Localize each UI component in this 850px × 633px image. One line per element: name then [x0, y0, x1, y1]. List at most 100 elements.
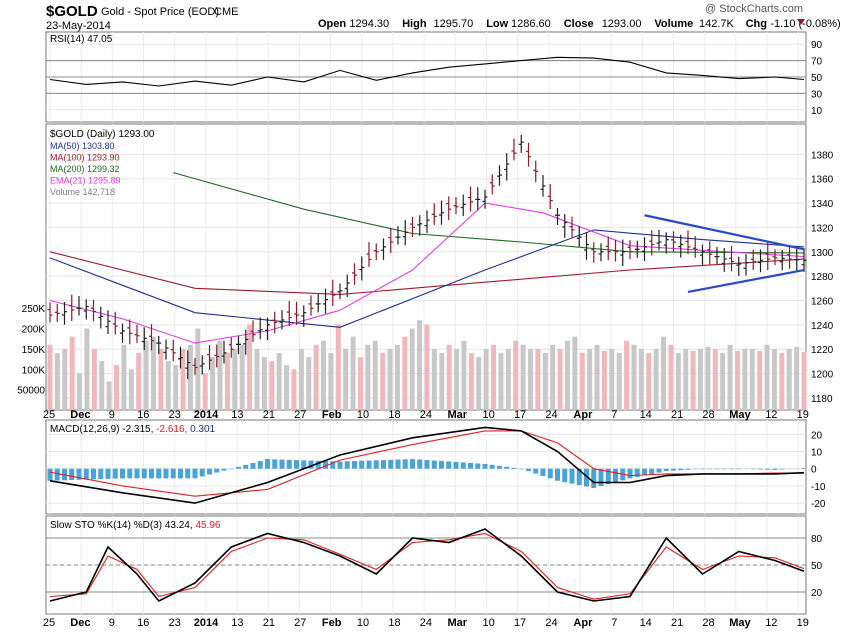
- price-bar: [330, 279, 336, 307]
- quote-label: Close: [564, 18, 594, 30]
- volume-bar: [609, 348, 615, 410]
- volume-bar: [461, 340, 467, 410]
- volume-bar: [173, 365, 179, 410]
- price-bar: [134, 324, 140, 344]
- macd-histogram-bar: [678, 468, 684, 471]
- volume-bar: [468, 352, 474, 410]
- price-bar: [475, 187, 481, 211]
- macd-histogram-bar: [721, 468, 727, 470]
- volume-bar: [498, 352, 504, 410]
- sto-title-part: 45.96: [195, 520, 220, 531]
- x-tick-label: 10: [483, 617, 495, 629]
- volume-bar: [439, 352, 445, 410]
- macd-histogram-bar: [228, 468, 234, 470]
- macd-histogram-bar: [395, 459, 401, 469]
- volume-bar: [572, 336, 578, 410]
- macd-histogram-bar: [185, 468, 191, 479]
- volume-bar: [601, 350, 607, 410]
- price-bar: [758, 249, 763, 273]
- volume-bar: [402, 336, 408, 410]
- macd-histogram-bar: [250, 462, 256, 469]
- volume-bar: [424, 324, 430, 410]
- x-tick-label: 2014: [194, 409, 219, 421]
- macd-histogram-bar: [112, 468, 118, 479]
- y-tick-label: 10: [811, 106, 823, 117]
- macd-histogram-bar: [468, 462, 473, 469]
- volume-bar: [542, 352, 548, 410]
- x-tick-label: 9: [109, 617, 115, 629]
- macd-histogram-bar: [120, 468, 125, 479]
- volume-bar: [247, 324, 253, 410]
- volume-bar: [106, 381, 112, 410]
- price-bar: [294, 301, 299, 325]
- x-tick-label: 27: [294, 409, 306, 421]
- price-bar: [91, 299, 96, 322]
- volume-bar: [771, 348, 777, 410]
- price-bar: [156, 335, 162, 355]
- price-bar: [620, 239, 626, 267]
- macd-histogram-bar: [714, 468, 720, 470]
- y-tick-label: 30: [811, 89, 823, 100]
- quote-label: Chg: [746, 18, 767, 30]
- macd-histogram-bar: [170, 468, 176, 479]
- macd-histogram-bar: [417, 459, 423, 469]
- volume-bar: [513, 340, 519, 410]
- macd-histogram-bar: [584, 468, 589, 487]
- quote-value: -1.10 (-0.08%): [770, 18, 840, 30]
- price-bar: [518, 134, 524, 153]
- volume-bar: [380, 352, 386, 410]
- price-bar: [62, 301, 67, 325]
- x-tick-label: 16: [137, 409, 149, 421]
- price-bar: [431, 203, 437, 225]
- rsi-title: RSI(14) 47.05: [50, 34, 113, 45]
- macd-histogram-bar: [134, 468, 140, 479]
- legend-entry: MA(50) 1303.80: [50, 141, 115, 151]
- price-bar: [323, 288, 328, 314]
- volume-bar: [232, 348, 238, 410]
- x-tick-label: 18: [388, 409, 400, 421]
- y-tick-label: 1340: [811, 199, 834, 210]
- x-tick-label: 21: [671, 409, 683, 421]
- trendline: [687, 268, 805, 294]
- volume-bar: [491, 344, 497, 410]
- x-tick-label: 24: [420, 617, 432, 629]
- x-tick-label: Feb: [322, 409, 342, 421]
- volume-bar: [180, 348, 186, 410]
- volume-bar: [801, 351, 807, 410]
- legend-entry: MA(200) 1299.32: [50, 164, 120, 174]
- volume-bar: [217, 340, 223, 410]
- volume-bar: [661, 336, 667, 410]
- x-tick-label: 28: [702, 409, 714, 421]
- macd-histogram-bar: [352, 461, 357, 469]
- x-tick-label: 17: [514, 409, 526, 421]
- volume-tick-label: 200K: [22, 325, 46, 336]
- volume-bar: [527, 348, 533, 410]
- price-bar: [489, 174, 495, 195]
- price-bar: [656, 229, 662, 251]
- volume-bar: [136, 352, 142, 410]
- quote-value: 1293.00: [602, 18, 642, 30]
- y-tick-label: 20: [811, 588, 823, 599]
- price-bar: [112, 311, 118, 335]
- price-bar: [141, 327, 147, 351]
- y-tick-label: -10: [811, 482, 826, 493]
- macd-histogram-bar: [765, 468, 771, 470]
- macd-histogram-bar: [707, 468, 713, 470]
- volume-bar: [587, 348, 593, 410]
- x-tick-label: 13: [231, 617, 243, 629]
- macd-histogram-bar: [431, 460, 437, 469]
- x-tick-label: 7: [611, 617, 617, 629]
- macd-panel: -20 -10 0 10 20 MACD(12,26,9) -2.315, -2.616,…: [45, 419, 826, 515]
- volume-bar: [520, 344, 526, 410]
- price-bar: [685, 230, 691, 255]
- y-tick-label: 70: [811, 57, 823, 68]
- description: Gold - Spot Price (EOD): [101, 6, 219, 18]
- price-bar: [228, 337, 234, 358]
- price-bar: [634, 240, 640, 258]
- macd-histogram-bar: [366, 460, 372, 469]
- volume-bar: [269, 361, 275, 410]
- quote-bar: Open 1294.30 High 1295.70 Low 1286.60 Close 129…: [318, 18, 841, 30]
- price-bar: [642, 237, 647, 262]
- price-bar: [460, 194, 466, 217]
- macd-histogram-bar: [91, 468, 96, 480]
